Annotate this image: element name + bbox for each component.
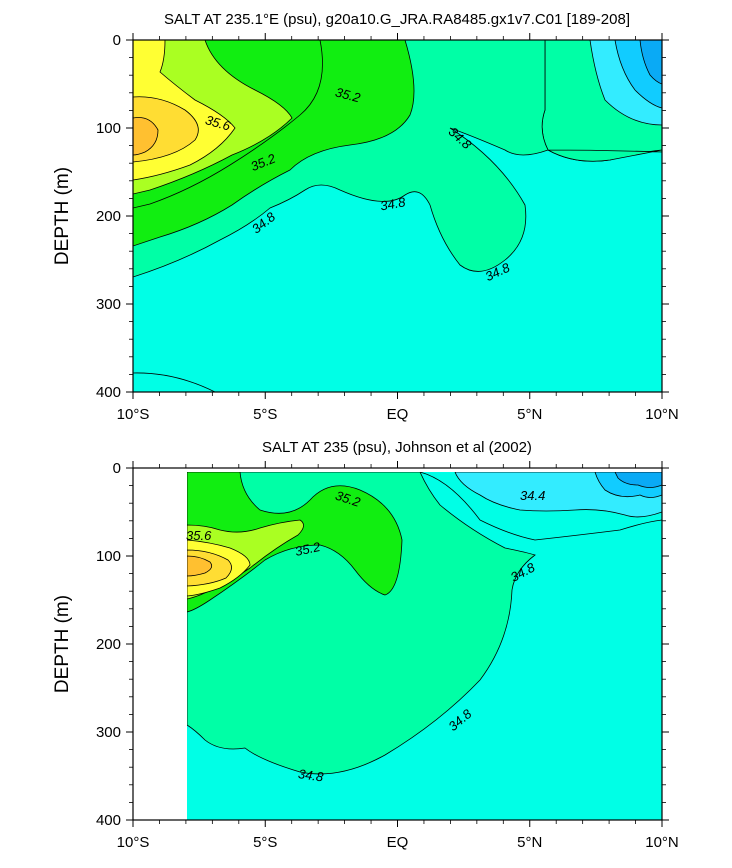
panel-2-ylabel: DEPTH (m) [52,595,73,693]
y-tick-label: 200 [96,208,121,225]
y-tick-label: 400 [96,812,121,829]
x-tick-label: 10°S [117,406,150,423]
x-tick-label: 5°S [253,406,277,423]
panel-1-ticks: 10°S 5°S EQ 5°N 10°N 0 100 200 300 400 [96,32,679,423]
x-tick-label: EQ [387,406,409,423]
x-tick-label: 5°S [253,834,277,851]
panel-1-ylabel: DEPTH (m) [52,167,73,265]
fill-green-region [187,472,403,613]
panel-1-title: SALT AT 235.1°E (psu), g20a10.G_JRA.RA84… [164,11,630,28]
x-tick-label: 10°N [645,406,679,423]
y-tick-label: 100 [96,120,121,137]
x-tick-label: 10°N [645,834,679,851]
contour-label: 35.6 [186,528,212,543]
y-tick-label: 100 [96,548,121,565]
x-tick-label: 10°S [117,834,150,851]
panel-1-contour-fill [133,40,662,392]
y-tick-label: 0 [113,32,121,49]
contour-label: 34.8 [379,194,407,213]
fill-blue-region [614,472,662,488]
y-tick-label: 300 [96,724,121,741]
fill-orange-region [187,555,213,577]
contour-label: 35.2 [334,84,363,105]
contour-label: 35.6 [204,112,233,134]
panel-2-title: SALT AT 235 (psu), Johnson et al (2002) [262,439,532,456]
fill-blue-region [639,40,662,85]
y-tick-label: 200 [96,636,121,653]
panel-2-contour-fill [187,472,662,820]
fill-orange-region [133,117,159,156]
contour-label: 34.4 [520,488,545,503]
contour-line-deep [133,372,216,392]
y-tick-label: 400 [96,384,121,401]
contour-label: 34.8 [297,766,325,784]
x-tick-label: 5°N [517,834,542,851]
x-tick-label: 5°N [517,406,542,423]
contour-label: 35.2 [294,539,323,559]
panel-1-title-text: SALT AT 235.1°E (psu), g20a10.G_JRA.RA84… [164,11,630,28]
contour-line-north [419,472,662,541]
x-tick-label: EQ [387,834,409,851]
panel-2-ticks: 10°S 5°S EQ 5°N 10°N 0 100 200 300 400 [96,460,679,851]
y-tick-label: 0 [113,460,121,477]
y-tick-label: 300 [96,296,121,313]
